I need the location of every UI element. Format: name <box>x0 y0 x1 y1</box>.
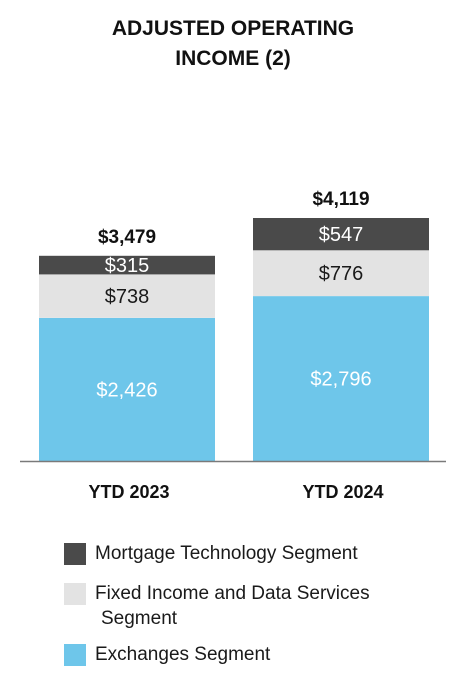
legend-label-line: Segment <box>101 608 178 629</box>
bar-ytd-2024-series-1 <box>253 250 429 297</box>
total-label: $4,119 <box>312 189 369 210</box>
legend-label: Fixed Income and Data Services Segment <box>95 581 444 631</box>
legend-label: Exchanges Segment <box>95 642 444 667</box>
legend-swatch <box>64 583 86 605</box>
legend-item: Fixed Income and Data Services Segment <box>64 581 444 631</box>
legend-item: Mortgage Technology Segment <box>64 541 444 566</box>
data-label: $315 <box>105 255 150 277</box>
legend-label: Mortgage Technology Segment <box>95 541 444 566</box>
bar-ytd-2024-series-2 <box>253 218 429 251</box>
legend-label-line: Exchanges Segment <box>95 644 271 665</box>
bar-ytd-2023-series-1 <box>39 274 215 318</box>
bar-ytd-2023-series-0 <box>39 317 215 461</box>
data-label: $738 <box>105 286 150 308</box>
x-tick-label: YTD 2023 <box>88 482 169 502</box>
data-label: $776 <box>319 263 364 285</box>
stacked-bar-chart: $2,426 $738 $315 $3,479 YTD 2023 $2,796 $776 $5… <box>20 189 446 502</box>
x-tick-label: YTD 2024 <box>302 482 383 502</box>
chart-title: ADJUSTED OPERATING INCOME (2) <box>0 14 466 74</box>
legend-label-line: Mortgage Technology Segment <box>95 543 358 564</box>
bar-ytd-2023-series-2 <box>39 255 215 275</box>
total-label: $3,479 <box>98 227 156 248</box>
legend-item: Exchanges Segment <box>64 642 444 667</box>
chart-title-line-2: INCOME (2) <box>175 47 291 70</box>
data-label: $547 <box>319 224 364 246</box>
legend-label-line: Fixed Income and Data Services <box>95 583 370 604</box>
chart-title-line-1: ADJUSTED OPERATING <box>111 17 355 40</box>
legend-swatch <box>64 644 86 666</box>
bar-ytd-2024-series-0 <box>253 296 429 461</box>
data-label: $2,426 <box>96 379 157 401</box>
data-label: $2,796 <box>310 369 371 391</box>
legend-swatch <box>64 543 86 565</box>
